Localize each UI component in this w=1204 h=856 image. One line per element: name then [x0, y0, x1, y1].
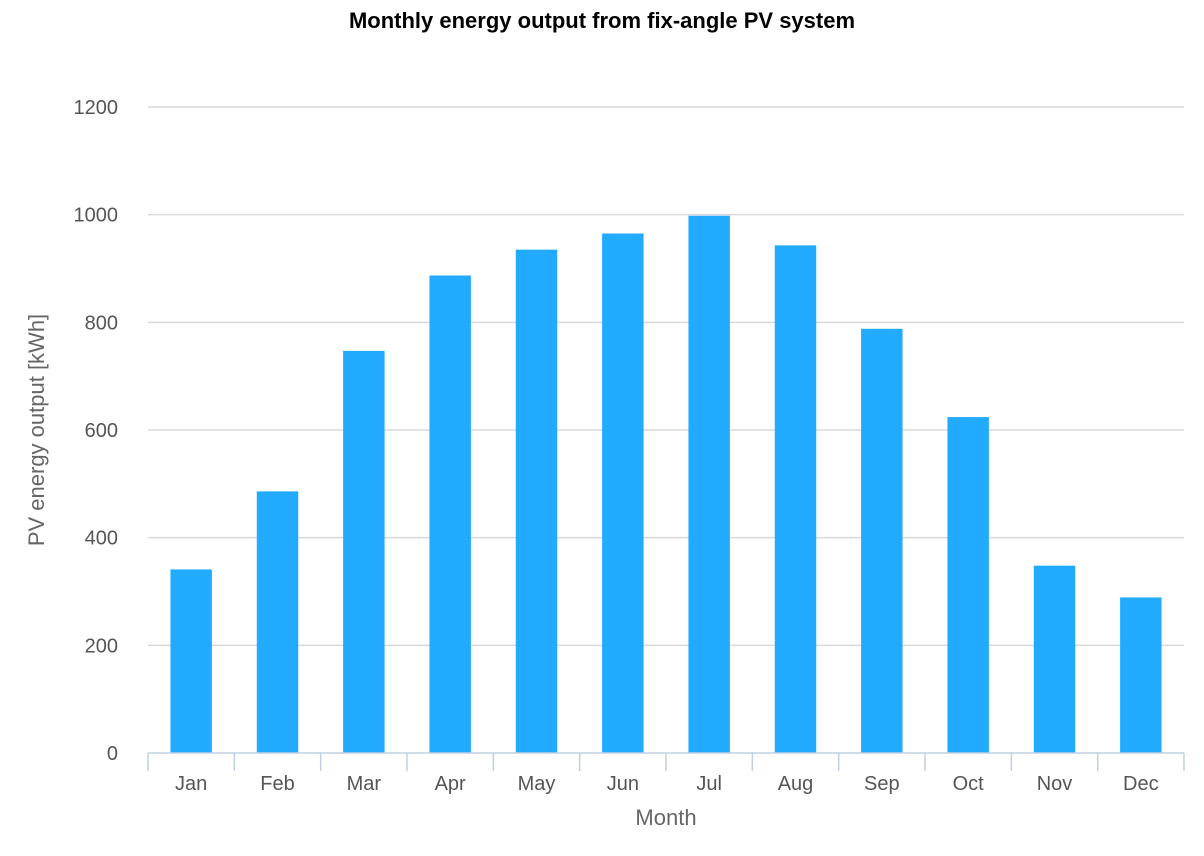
x-tick-label: Nov: [1037, 773, 1073, 795]
x-axis-ticks: Jan Feb Mar Apr May Jun Jul Aug Sep Oct Nov Dec: [147, 753, 1185, 795]
bar-nov: [1033, 565, 1076, 753]
x-tick-label: Feb: [260, 773, 294, 795]
x-tick-label: Aug: [778, 773, 814, 795]
x-axis-label: Month: [635, 805, 696, 830]
y-tick-label: 1000: [74, 205, 119, 227]
x-tick-label: Apr: [435, 773, 466, 795]
chart-title: Monthly energy output from fix-angle PV …: [349, 8, 855, 33]
x-tick-label: Sep: [864, 773, 900, 795]
bar-mar: [343, 350, 385, 753]
x-tick-label: May: [518, 773, 556, 795]
x-tick-label: Jul: [696, 773, 722, 795]
gridlines: [148, 106, 1184, 647]
x-tick-label: Mar: [347, 773, 382, 795]
y-tick-label: 800: [85, 312, 118, 334]
bar-apr: [429, 275, 471, 753]
y-tick-label: 400: [85, 528, 118, 550]
bar-feb: [256, 491, 299, 753]
y-tick-label: 0: [107, 743, 118, 765]
bar-may: [515, 249, 558, 754]
bar-oct: [947, 417, 989, 753]
bar-dec: [1120, 597, 1162, 753]
bar-jan: [170, 569, 212, 753]
bar-sep: [861, 328, 903, 753]
x-tick-label: Dec: [1123, 773, 1159, 795]
y-tick-label: 1200: [74, 97, 119, 119]
bar-jun: [602, 233, 644, 754]
y-tick-label: 600: [85, 420, 118, 442]
y-axis-label: PV energy output [kWh]: [24, 314, 49, 546]
y-axis-ticks: 0 200 400 600 800 1000 1200: [74, 97, 119, 765]
y-tick-label: 200: [85, 635, 118, 657]
bars: [170, 215, 1162, 754]
bar-jul: [688, 215, 730, 753]
x-tick-label: Jan: [175, 773, 207, 795]
x-tick-label: Oct: [953, 773, 985, 795]
bar-aug: [774, 245, 817, 753]
x-tick-label: Jun: [607, 773, 639, 795]
